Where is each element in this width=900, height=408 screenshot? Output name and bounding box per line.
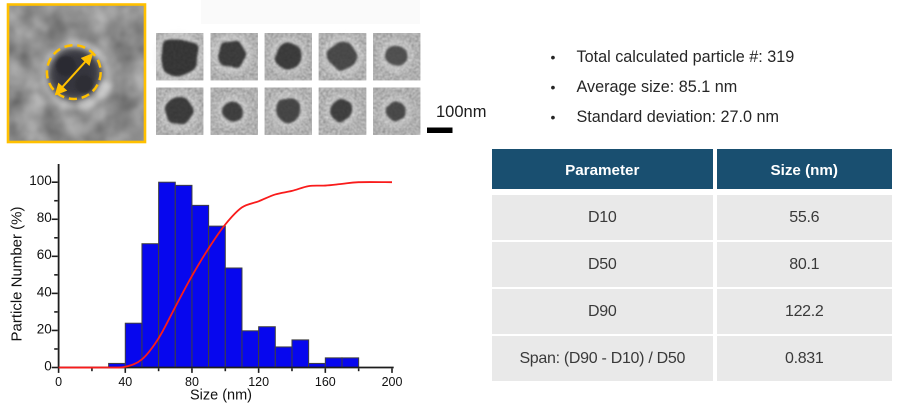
svg-text:160: 160: [315, 375, 336, 389]
svg-text:80: 80: [185, 375, 199, 389]
svg-text:20: 20: [37, 321, 52, 336]
svg-text:100nm: 100nm: [436, 103, 486, 121]
svg-text:200: 200: [382, 375, 403, 389]
svg-text:100: 100: [29, 173, 52, 188]
svg-text:40: 40: [37, 284, 52, 299]
svg-text:60: 60: [37, 247, 52, 262]
svg-text:40: 40: [118, 375, 132, 389]
svg-text:0: 0: [55, 375, 62, 389]
svg-text:Particle Number (%): Particle Number (%): [9, 206, 26, 341]
svg-text:Size (nm): Size (nm): [190, 388, 252, 404]
svg-text:80: 80: [37, 210, 52, 225]
svg-text:120: 120: [248, 375, 269, 389]
svg-text:0: 0: [44, 358, 52, 373]
